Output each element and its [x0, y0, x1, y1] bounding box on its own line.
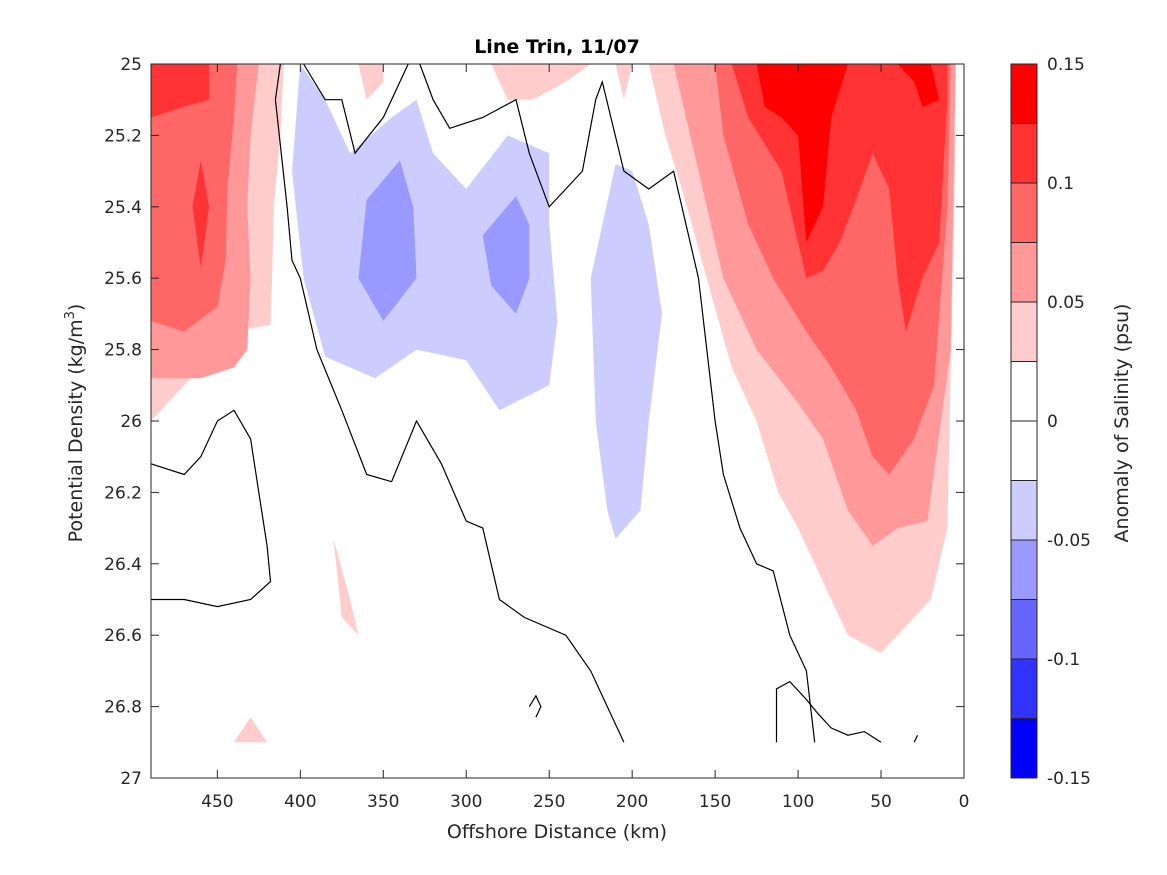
contour-region-18	[333, 538, 359, 636]
y-tick-label: 27	[120, 769, 142, 789]
y-tick-label: 26	[120, 412, 142, 432]
zero-contour-line-2	[419, 63, 816, 743]
colorbar-tick-label: 0.15	[1047, 55, 1085, 75]
y-tick-label: 25.2	[104, 126, 142, 146]
contour-region-5	[292, 64, 558, 411]
colorbar-band-5	[1011, 421, 1037, 481]
contour-region-3	[151, 64, 210, 118]
contour-region-4	[192, 160, 210, 268]
x-tick-label: 300	[450, 792, 482, 812]
colorbar-tick-label: 0	[1047, 412, 1058, 432]
colorbar-band-11	[1011, 64, 1037, 124]
x-tick-label: 100	[782, 792, 814, 812]
x-tick-label: 0	[959, 792, 970, 812]
colorbar-band-9	[1011, 183, 1037, 243]
y-tick-label: 25.8	[104, 341, 142, 361]
colorbar-band-10	[1011, 123, 1037, 183]
x-tick-label: 150	[699, 792, 731, 812]
contour-region-6	[358, 160, 417, 321]
contour-region-17	[897, 64, 940, 107]
zero-contour-line-0	[274, 63, 625, 743]
zero-contour-line-5	[775, 680, 882, 743]
colorbar-band-2	[1011, 599, 1037, 659]
x-axis-label: Offshore Distance (km)	[447, 821, 667, 843]
colorbar-band-7	[1011, 302, 1037, 362]
contour-regions	[151, 64, 956, 743]
colorbar: 0.15 0.1 0.05 0 -0.05 -0.1 -0.15 Anomaly of Sa…	[1010, 55, 1133, 789]
colorbar-tick-label: -0.1	[1047, 650, 1080, 670]
colorbar-tick-label: -0.15	[1047, 769, 1091, 789]
zero-contour-lines	[150, 63, 919, 743]
plot-area: 450 400 350 300 250 200 150 100 50 0 2525.225.425…	[104, 55, 969, 812]
x-tick-label: 450	[201, 792, 233, 812]
y-axis-label-main: Potential Density (kg/m	[65, 319, 87, 542]
colorbar-band-6	[1011, 361, 1037, 421]
y-axis-ticks: 25 25.2 25.4 25.6 25.8 26 26.2 26.4 26.6 26.8 27	[104, 55, 964, 789]
colorbar-band-0	[1011, 718, 1037, 778]
colorbar-tick-label: -0.05	[1047, 531, 1091, 551]
zero-contour-line-4	[528, 694, 542, 718]
colorbar-band-4	[1011, 480, 1037, 540]
contour-region-19	[234, 717, 268, 743]
contour-region-8	[532, 271, 541, 321]
contour-region-15	[731, 64, 948, 332]
colorbar-label: Anomaly of Salinity (psu)	[1111, 304, 1133, 543]
x-tick-label: 350	[367, 792, 399, 812]
y-axis-label-superscript: 3	[63, 311, 78, 319]
colorbar-band-8	[1011, 242, 1037, 302]
contour-region-7	[482, 196, 530, 314]
zero-contour-line-6	[913, 734, 919, 743]
x-tick-label: 50	[870, 792, 892, 812]
colorbar-band-1	[1011, 659, 1037, 719]
contour-region-11	[358, 64, 384, 100]
y-tick-label: 26.6	[104, 626, 142, 646]
x-tick-label: 400	[284, 792, 316, 812]
y-axis-label: Potential Density (kg/m3)	[63, 304, 87, 543]
contour-region-16	[756, 64, 848, 243]
zero-contour-line-3	[150, 409, 272, 608]
contour-region-10	[466, 64, 633, 100]
y-tick-label: 25.6	[104, 269, 142, 289]
y-tick-label: 25	[120, 55, 142, 75]
zero-contour-line-1	[303, 63, 409, 155]
x-tick-label: 200	[616, 792, 648, 812]
y-tick-label: 25.4	[104, 198, 142, 218]
y-tick-label: 26.4	[104, 555, 142, 575]
x-tick-label: 250	[533, 792, 565, 812]
colorbar-tick-label: 0.05	[1047, 293, 1085, 313]
colorbar-ticks: 0.15 0.1 0.05 0 -0.05 -0.1 -0.15	[1032, 55, 1091, 789]
y-tick-label: 26.2	[104, 483, 142, 503]
x-axis-ticks: 450 400 350 300 250 200 150 100 50 0	[201, 64, 969, 812]
colorbar-tick-label: 0.1	[1047, 174, 1074, 194]
colorbar-band-3	[1011, 540, 1037, 600]
contour-region-9	[590, 164, 662, 539]
y-axis-label-end: )	[65, 304, 87, 311]
colorbar-bands	[1011, 64, 1037, 778]
chart-title: Line Trin, 11/07	[474, 36, 640, 58]
y-tick-label: 26.8	[104, 698, 142, 718]
